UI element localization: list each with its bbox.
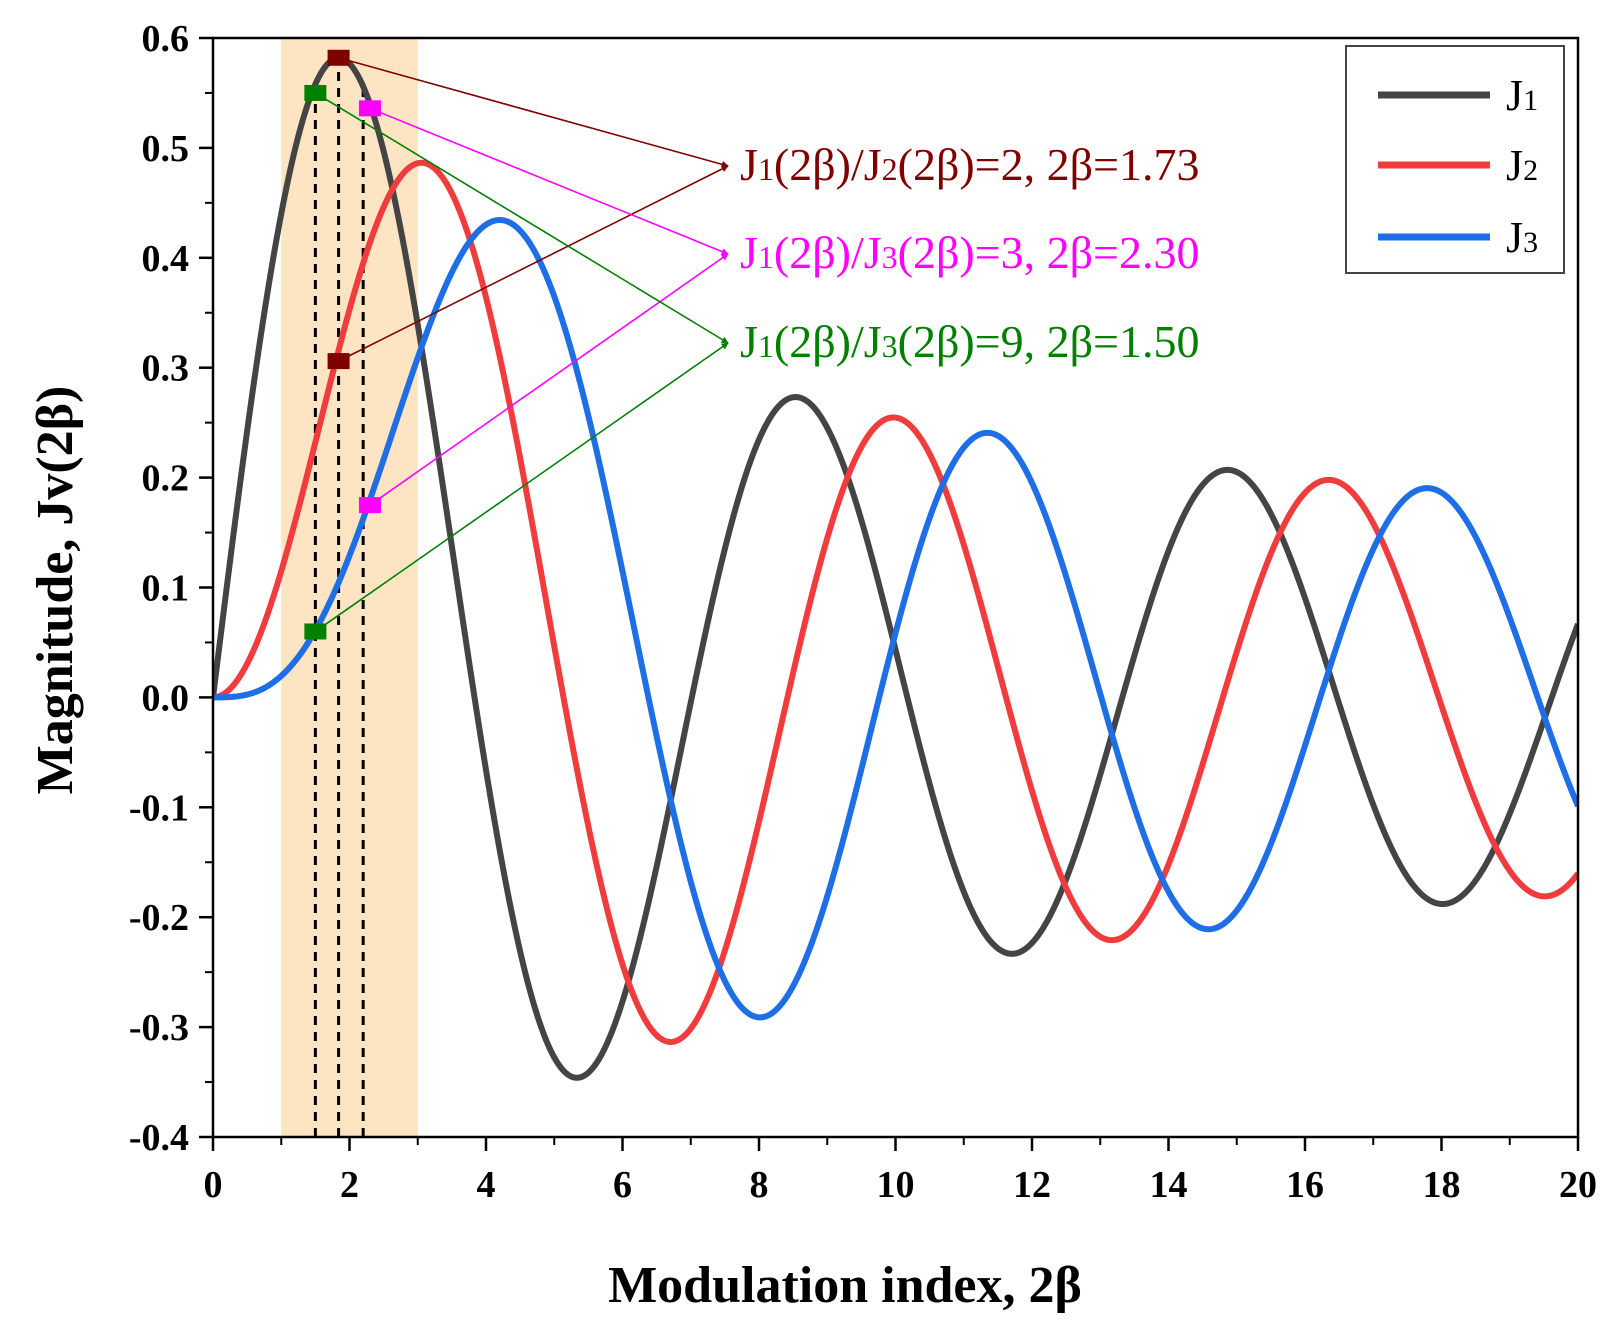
data-marker	[304, 84, 327, 101]
marker-group	[304, 49, 381, 640]
x-tick-label: 4	[477, 1164, 496, 1206]
x-tick-label: 14	[1150, 1164, 1188, 1206]
annotation-arrows	[314, 57, 729, 633]
dashed-vertical-lines	[313, 57, 365, 1137]
annotation-arrow	[314, 92, 729, 344]
y-tick-label: 0.3	[142, 348, 190, 390]
annotation-text: J1(2β)/J3(2β)=9, 2β=1.50	[740, 316, 1199, 367]
legend-label-J3: J3	[1506, 213, 1538, 262]
annotation-arrow	[369, 253, 729, 506]
x-tick-label: 6	[613, 1164, 632, 1206]
x-axis-label: Modulation index, 2β	[608, 1257, 1082, 1314]
highlight-region	[281, 38, 418, 1137]
data-marker	[327, 353, 350, 370]
y-axis-label: Magnitude, Jv(2β)	[27, 386, 84, 795]
annotation-arrow	[369, 107, 729, 255]
tick-labels: 0 2 4 6 8 10 12 14 16 18 20 -0.4 -0.3 -0.2 -0.1 0.0 0.1 0…	[129, 18, 1597, 1206]
annotation-arrow	[338, 165, 729, 362]
y-tick-label: -0.3	[129, 1007, 189, 1049]
annotation-arrow	[314, 342, 729, 633]
series-line-J3	[213, 217, 1578, 1021]
x-tick-label: 2	[340, 1164, 359, 1206]
data-marker	[358, 497, 381, 514]
axis-ticks	[199, 36, 1580, 1151]
curve-group	[213, 54, 1578, 1081]
data-marker	[304, 623, 327, 640]
series-line-J2	[213, 159, 1578, 1045]
x-tick-label: 16	[1286, 1164, 1324, 1206]
y-tick-label: 0.2	[142, 458, 190, 500]
x-tick-label: 12	[1013, 1164, 1051, 1206]
y-tick-label: -0.2	[129, 897, 189, 939]
x-tick-label: 10	[877, 1164, 915, 1206]
y-tick-label: 0.0	[142, 677, 190, 719]
y-tick-label: -0.4	[129, 1117, 189, 1159]
series-line-J1	[213, 54, 1578, 1081]
x-tick-label: 18	[1423, 1164, 1461, 1206]
y-tick-label: 0.4	[142, 238, 190, 280]
x-tick-label: 20	[1559, 1164, 1597, 1206]
legend-label-J2: J2	[1506, 141, 1538, 190]
legend-label-J1: J1	[1506, 71, 1538, 120]
y-tick-label: 0.1	[142, 568, 190, 610]
y-tick-label: -0.1	[129, 787, 189, 829]
x-tick-label: 8	[750, 1164, 769, 1206]
data-marker	[358, 100, 381, 117]
y-tick-label: 0.6	[142, 18, 190, 60]
annotation-texts: J1(2β)/J2(2β)=2, 2β=1.73 J1(2β)/J3(2β)=3,…	[740, 139, 1199, 367]
x-tick-label: 0	[204, 1164, 223, 1206]
annotation-text: J1(2β)/J2(2β)=2, 2β=1.73	[740, 139, 1199, 190]
data-marker	[327, 49, 350, 66]
legend: J1 J2 J3	[1345, 45, 1565, 274]
y-tick-label: 0.5	[142, 128, 190, 170]
annotation-text: J1(2β)/J3(2β)=3, 2β=2.30	[740, 227, 1199, 278]
annotation-arrow	[338, 57, 729, 168]
